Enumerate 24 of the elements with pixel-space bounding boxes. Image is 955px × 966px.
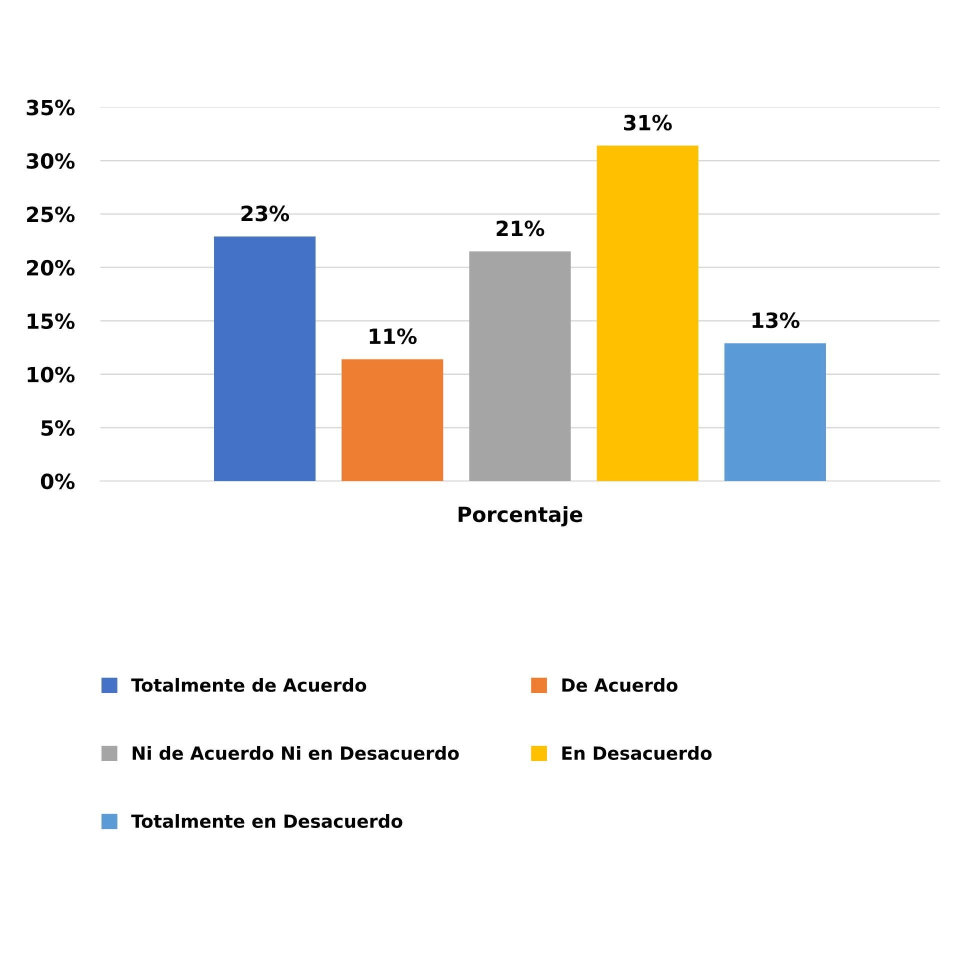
data-label: 21% [496, 220, 544, 236]
y-tick-label: 10% [28, 366, 75, 382]
bar [596, 146, 698, 482]
x-tick-label: Porcentaje [458, 506, 582, 526]
legend-label: Totalmente de Acuerdo [131, 678, 366, 692]
legend-label: Totalmente en Desacuerdo [131, 814, 402, 828]
data-label: 13% [752, 312, 800, 328]
legend-label: En Desacuerdo [562, 746, 712, 760]
y-tick-label: 35% [26, 100, 75, 116]
y-tick-label: 30% [26, 153, 75, 169]
data-label: 31% [624, 114, 672, 131]
bar [214, 236, 316, 482]
legend-label: Ni de Acuerdo Ni en Desacuerdo [132, 746, 459, 760]
y-tick-label: 15% [28, 313, 75, 330]
y-tick-label: 25% [27, 206, 75, 222]
y-tick-label: 20% [27, 260, 75, 276]
data-label: 23% [242, 206, 290, 222]
data-label: 11% [370, 328, 417, 344]
bar [724, 343, 826, 482]
legend-label: De Acuerdo [562, 678, 678, 692]
bar [342, 359, 444, 482]
bar [469, 251, 571, 482]
y-tick-label: 5% [42, 420, 75, 436]
y-tick-label: 0% [40, 474, 75, 490]
